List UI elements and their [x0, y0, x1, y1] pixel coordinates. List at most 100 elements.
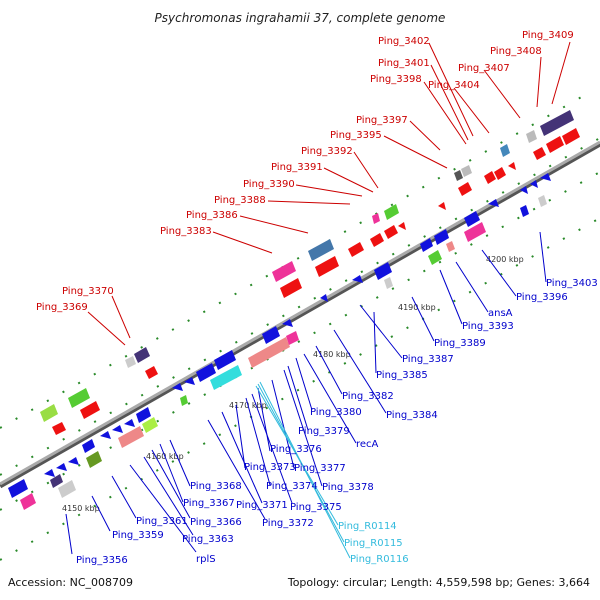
gene-label[interactable]: Ping_3386	[186, 210, 238, 221]
gene-feature[interactable]	[100, 431, 111, 439]
gene-feature[interactable]	[286, 331, 299, 345]
gene-feature[interactable]	[372, 213, 380, 224]
gene-feature[interactable]	[282, 319, 293, 327]
gene-feature[interactable]	[458, 182, 472, 196]
gene-feature[interactable]	[248, 337, 290, 368]
gene-feature[interactable]	[82, 439, 95, 453]
gene-feature[interactable]	[352, 275, 363, 283]
gene-label[interactable]: Ping_3377	[294, 463, 346, 474]
gene-feature[interactable]	[142, 417, 158, 433]
gene-feature[interactable]	[464, 211, 480, 227]
gene-feature[interactable]	[20, 493, 36, 510]
gene-feature[interactable]	[56, 463, 67, 471]
gene-label[interactable]: Ping_3374	[266, 481, 318, 492]
gene-label[interactable]: Ping_3372	[262, 518, 314, 529]
gene-feature[interactable]	[196, 363, 216, 382]
rna-label[interactable]: Ping_R0114	[338, 521, 397, 532]
gene-feature[interactable]	[52, 422, 66, 435]
gene-feature[interactable]	[488, 199, 499, 207]
gene-feature[interactable]	[384, 225, 398, 239]
gene-feature[interactable]	[280, 278, 302, 298]
gene-feature[interactable]	[428, 250, 442, 265]
gene-label[interactable]: Ping_3395	[330, 130, 382, 141]
gene-label[interactable]: Ping_3407	[458, 63, 510, 74]
gene-label[interactable]: Ping_3363	[182, 534, 234, 545]
gene-label[interactable]: Ping_3396	[516, 292, 568, 303]
gene-feature[interactable]	[540, 173, 551, 181]
rna-label[interactable]: Ping_R0115	[344, 538, 403, 549]
gene-feature[interactable]	[384, 204, 399, 220]
gene-feature[interactable]	[44, 469, 55, 477]
gene-label[interactable]: Ping_3368	[190, 481, 242, 492]
gene-feature[interactable]	[540, 110, 574, 136]
gene-feature[interactable]	[134, 347, 150, 363]
gene-feature[interactable]	[374, 262, 392, 280]
gene-label[interactable]: Ping_3409	[522, 30, 574, 41]
gene-label[interactable]: Ping_3367	[183, 498, 235, 509]
gene-label[interactable]: Ping_3373	[244, 462, 296, 473]
gene-feature[interactable]	[520, 186, 528, 194]
gene-feature[interactable]	[454, 170, 463, 181]
gene-label[interactable]: Ping_3380	[310, 407, 362, 418]
gene-feature[interactable]	[484, 171, 496, 184]
gene-feature[interactable]	[272, 261, 296, 282]
gene-feature[interactable]	[184, 377, 195, 385]
gene-feature[interactable]	[538, 195, 547, 207]
gene-feature[interactable]	[86, 451, 102, 468]
gene-feature[interactable]	[214, 350, 236, 370]
gene-feature[interactable]	[112, 425, 123, 433]
gene-label[interactable]: Ping_3404	[428, 80, 480, 91]
gene-feature[interactable]	[180, 395, 188, 406]
gene-feature[interactable]	[494, 167, 506, 180]
gene-feature[interactable]	[262, 326, 280, 344]
gene-feature[interactable]	[370, 233, 384, 247]
gene-label[interactable]: Ping_3382	[342, 391, 394, 402]
gene-label[interactable]: rplS	[196, 554, 216, 565]
gene-label[interactable]: Ping_3389	[434, 338, 486, 349]
gene-feature[interactable]	[40, 404, 58, 422]
gene-label[interactable]: Ping_3403	[546, 278, 598, 289]
gene-feature[interactable]	[446, 241, 455, 252]
gene-feature[interactable]	[118, 426, 144, 448]
gene-feature[interactable]	[562, 128, 580, 145]
gene-feature[interactable]	[8, 479, 28, 498]
gene-label[interactable]: Ping_3393	[462, 321, 514, 332]
gene-label[interactable]: Ping_3375	[290, 502, 342, 513]
gene-label[interactable]: ansA	[488, 308, 513, 319]
gene-feature[interactable]	[80, 401, 100, 419]
gene-feature[interactable]	[384, 277, 393, 289]
gene-label[interactable]: Ping_3379	[298, 426, 350, 437]
gene-feature[interactable]	[348, 242, 364, 257]
gene-label[interactable]: recA	[356, 439, 379, 450]
gene-label[interactable]: Ping_3384	[386, 410, 438, 421]
gene-feature[interactable]	[546, 136, 564, 153]
gene-label[interactable]: Ping_3378	[322, 482, 374, 493]
gene-label[interactable]: Ping_3361	[136, 516, 188, 527]
gene-label[interactable]: Ping_3398	[370, 74, 422, 85]
gene-feature[interactable]	[420, 238, 433, 252]
gene-feature[interactable]	[315, 256, 339, 277]
gene-label[interactable]: Ping_3359	[112, 530, 164, 541]
gene-feature[interactable]	[124, 419, 135, 427]
gene-feature[interactable]	[438, 202, 446, 210]
gene-label[interactable]: Ping_3401	[378, 58, 430, 69]
gene-feature[interactable]	[508, 162, 516, 170]
gene-feature[interactable]	[145, 366, 158, 379]
gene-feature[interactable]	[320, 294, 328, 302]
gene-label[interactable]: Ping_3371	[236, 500, 288, 511]
gene-feature[interactable]	[68, 388, 90, 408]
gene-label[interactable]: Ping_3402	[378, 36, 430, 47]
gene-feature[interactable]	[533, 147, 546, 160]
gene-label[interactable]: Ping_3370	[62, 286, 114, 297]
gene-label[interactable]: Ping_3376	[270, 444, 322, 455]
gene-label[interactable]: Ping_3383	[160, 226, 212, 237]
gene-feature[interactable]	[520, 205, 529, 217]
rna-label[interactable]: Ping_R0116	[350, 554, 409, 565]
gene-feature[interactable]	[434, 229, 449, 245]
gene-feature[interactable]	[461, 165, 472, 177]
gene-feature[interactable]	[308, 239, 334, 261]
gene-feature[interactable]	[50, 474, 63, 488]
gene-label[interactable]: Ping_3397	[356, 115, 408, 126]
gene-label[interactable]: Ping_3366	[190, 517, 242, 528]
gene-label[interactable]: Ping_3356	[76, 555, 128, 566]
